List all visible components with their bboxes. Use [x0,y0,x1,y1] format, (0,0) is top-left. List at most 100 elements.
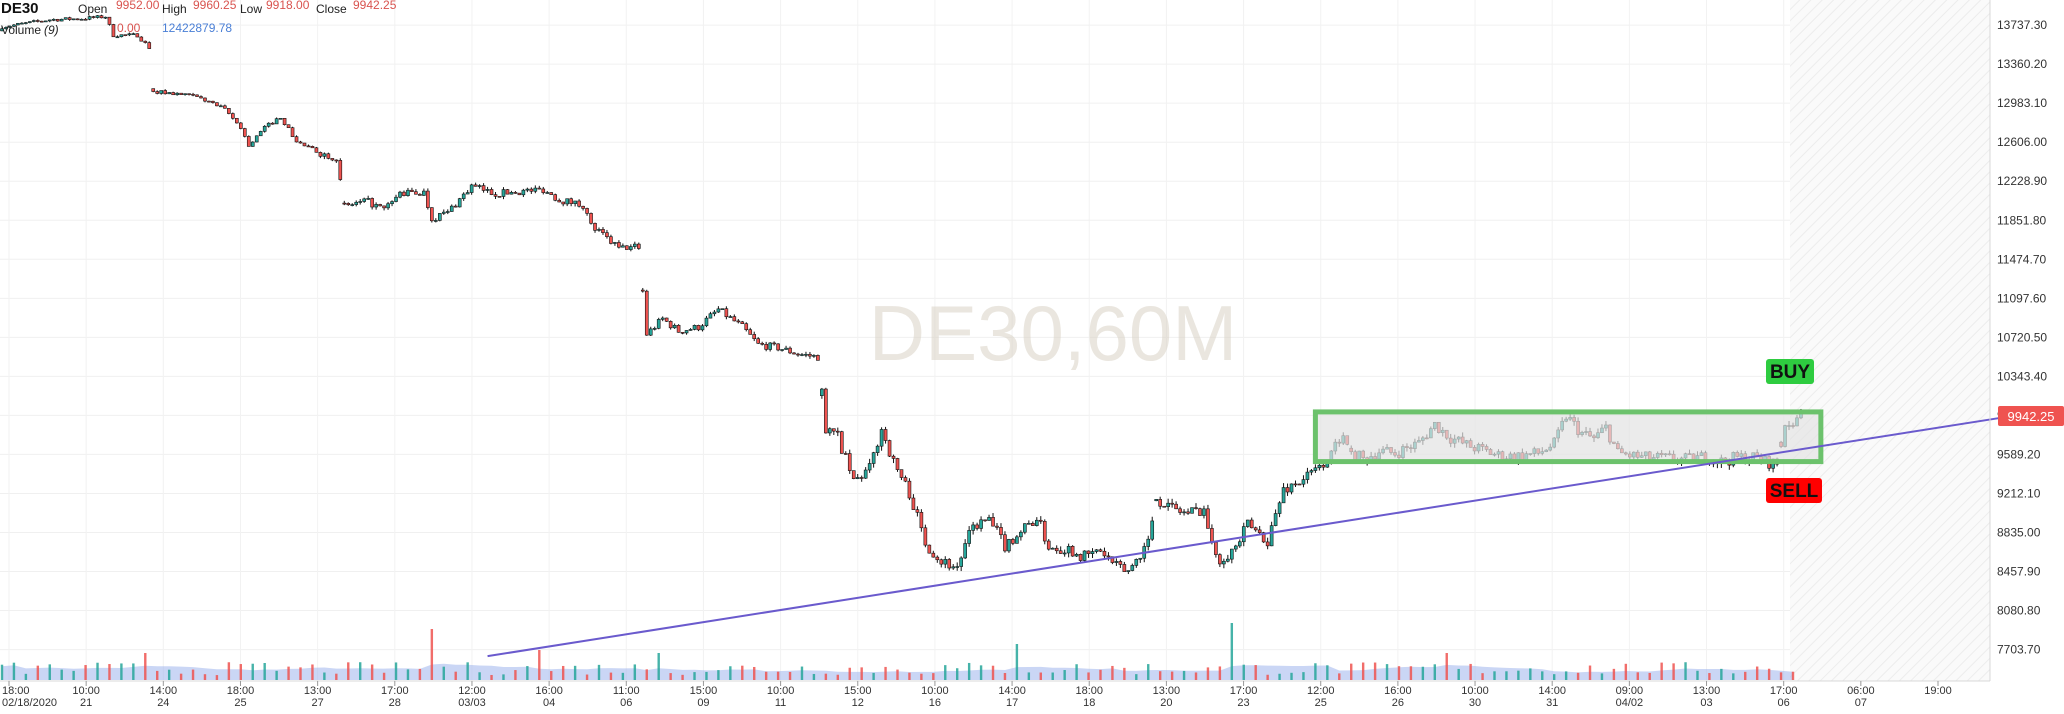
candle[interactable] [107,16,112,26]
candle[interactable] [223,104,227,109]
candle[interactable] [242,127,247,138]
candle[interactable] [1190,507,1194,514]
candle[interactable] [183,93,187,96]
candle[interactable] [971,521,975,535]
candle[interactable] [219,104,223,108]
candle[interactable] [87,15,92,21]
candle[interactable] [720,308,725,310]
candle[interactable] [1305,467,1310,484]
candle[interactable] [330,158,335,162]
candle[interactable] [1094,549,1099,554]
candle[interactable] [824,387,828,434]
candle[interactable] [382,205,386,211]
candle[interactable] [533,185,538,194]
candle[interactable] [386,201,390,210]
candle[interactable] [1269,521,1274,547]
candle[interactable] [1066,543,1071,558]
candle[interactable] [1206,504,1210,529]
candle[interactable] [1046,539,1051,551]
candle[interactable] [943,556,948,569]
candle[interactable] [883,426,888,444]
candle[interactable] [792,352,796,355]
candle[interactable] [310,145,315,149]
candle[interactable] [979,516,983,532]
candle[interactable] [963,539,967,560]
candle[interactable] [119,34,124,38]
candle[interactable] [939,558,944,568]
candle[interactable] [704,315,709,328]
candle[interactable] [175,92,179,96]
candle[interactable] [684,330,689,335]
candle[interactable] [1249,517,1254,529]
candle[interactable] [195,94,199,97]
candle[interactable] [569,197,573,207]
candle[interactable] [83,17,88,21]
candle[interactable] [1170,498,1174,508]
candle[interactable] [967,526,971,547]
candle[interactable] [1078,553,1083,563]
candle[interactable] [1035,517,1039,527]
candle[interactable] [716,306,721,313]
candle[interactable] [187,93,191,96]
candle[interactable] [139,36,144,42]
candle[interactable] [430,207,434,223]
candle[interactable] [752,331,757,342]
candle[interactable] [481,183,486,193]
candle[interactable] [1015,535,1019,544]
candle[interactable] [573,200,577,207]
candle[interactable] [1174,501,1178,510]
candle[interactable] [601,227,605,235]
candle[interactable] [55,18,60,22]
candle[interactable] [843,451,848,455]
candle[interactable] [513,191,518,194]
candle[interactable] [1042,519,1047,545]
candle[interactable] [621,243,625,248]
candle[interactable] [39,20,44,23]
candle[interactable] [1257,525,1262,535]
candle[interactable] [1226,554,1230,563]
candle[interactable] [1297,483,1302,486]
candle[interactable] [453,204,458,208]
candle[interactable] [326,152,331,160]
candle[interactable] [987,514,991,521]
candle[interactable] [1281,483,1286,504]
candle[interactable] [354,200,359,207]
candle[interactable] [855,473,860,480]
candle[interactable] [505,189,510,195]
candle[interactable] [1027,520,1031,525]
candle[interactable] [1150,516,1155,541]
candle[interactable] [648,326,653,336]
candle[interactable] [959,556,963,572]
candle[interactable] [231,112,235,120]
candle[interactable] [1038,516,1043,524]
candle[interactable] [1054,545,1059,554]
candle[interactable] [640,287,645,293]
candle[interactable] [800,353,804,357]
candle[interactable] [557,198,562,203]
candle[interactable] [1241,522,1246,547]
candle[interactable] [525,187,530,193]
candle[interactable] [605,229,609,239]
candle[interactable] [585,207,589,216]
candle[interactable] [577,199,581,208]
candle[interactable] [812,354,816,358]
candle[interactable] [724,306,729,320]
candle[interactable] [947,558,952,571]
candle[interactable] [808,351,812,359]
candle[interactable] [370,197,374,210]
candle[interactable] [553,193,558,202]
candle[interactable] [1289,483,1294,495]
candle[interactable] [1218,553,1222,568]
candle[interactable] [871,451,876,468]
candle[interactable] [839,430,844,454]
candle[interactable] [847,449,852,474]
candle[interactable] [151,88,156,93]
candle[interactable] [995,523,999,530]
candle[interactable] [501,187,506,200]
candle[interactable] [903,475,908,483]
candle[interactable] [1194,503,1198,510]
candle[interactable] [167,92,171,95]
candle[interactable] [923,524,928,548]
candle[interactable] [99,14,104,19]
